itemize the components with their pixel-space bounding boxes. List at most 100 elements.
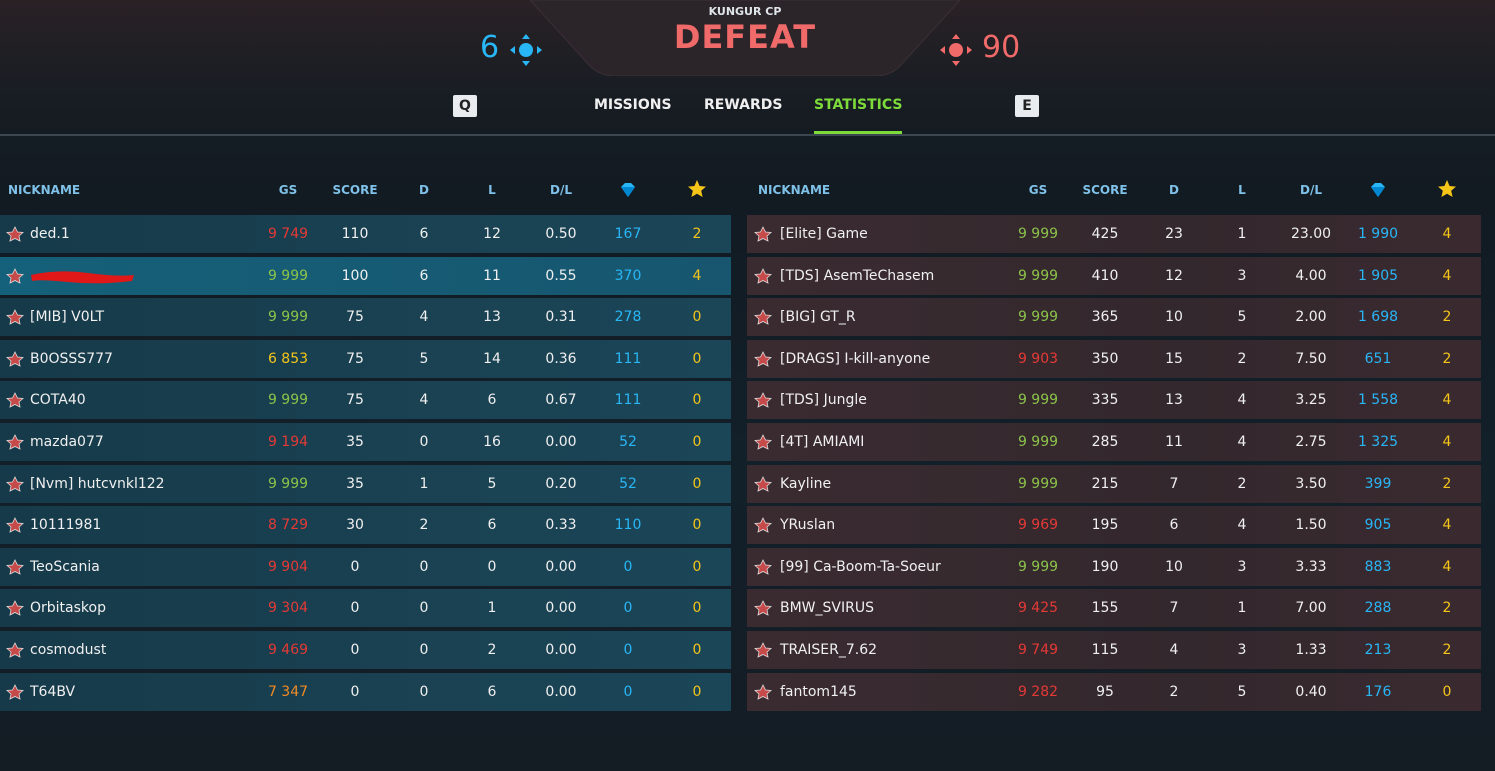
d-l-ratio: 4.00 (1295, 267, 1327, 284)
player-row[interactable] (0, 631, 731, 669)
stars: 0 (692, 683, 702, 700)
prev-tab-key[interactable]: Q (453, 95, 477, 117)
rank-icon (5, 392, 25, 412)
player-row[interactable] (747, 215, 1481, 253)
tab[interactable]: REWARDS (704, 97, 783, 113)
d-l-ratio: 0.00 (545, 558, 577, 575)
rank-icon (753, 434, 773, 454)
player-row[interactable] (747, 589, 1481, 628)
nickname: Orbitaskop (30, 600, 106, 617)
player-row[interactable] (747, 423, 1481, 461)
player-row[interactable] (0, 672, 731, 711)
stars: 4 (1442, 517, 1452, 534)
crystals: 651 (1364, 350, 1392, 367)
d-l-ratio: 0.20 (545, 475, 577, 492)
crystals: 176 (1364, 683, 1392, 700)
player-row[interactable] (747, 631, 1481, 669)
crystals: 0 (623, 642, 633, 658)
player-row[interactable] (747, 298, 1481, 337)
tab-underline (814, 131, 902, 134)
lost: 4 (1237, 392, 1247, 409)
player-row[interactable] (0, 589, 731, 628)
gear-score: 9 999 (1017, 392, 1059, 409)
nickname: [99] Ca-Boom-Ta-Soeur (780, 558, 941, 575)
column-header: GS (1028, 183, 1048, 197)
lost: 3 (1237, 558, 1247, 575)
player-row[interactable] (0, 298, 731, 337)
gear-score: 9 999 (1017, 267, 1059, 284)
d-l-ratio: 3.25 (1295, 392, 1327, 409)
destroyed: 6 (419, 267, 429, 284)
lost: 1 (487, 600, 497, 617)
d-l-ratio: 3.33 (1295, 558, 1327, 575)
player-row[interactable] (0, 423, 731, 461)
rank-icon (5, 309, 25, 329)
player-row[interactable] (0, 464, 731, 503)
crystals: 52 (619, 434, 637, 450)
score: 335 (1091, 392, 1119, 409)
destroyed: 4 (419, 392, 429, 409)
score: 410 (1091, 267, 1119, 284)
lost: 2 (1237, 475, 1247, 492)
column-header: SCORE (332, 183, 378, 197)
player-row[interactable] (747, 381, 1481, 420)
lost: 12 (483, 226, 501, 242)
lost: 6 (487, 683, 497, 700)
next-tab-key[interactable]: E (1015, 95, 1039, 117)
player-row[interactable] (0, 547, 731, 586)
nickname: B0OSSS777 (30, 350, 113, 367)
player-row[interactable] (0, 506, 731, 545)
player-row[interactable] (747, 339, 1481, 378)
stars: 0 (1442, 683, 1452, 700)
d-l-ratio: 7.50 (1295, 350, 1327, 367)
gear-score: 9 425 (1017, 600, 1059, 617)
score: 30 (346, 517, 364, 534)
nickname: cosmodust (30, 642, 107, 658)
crystals: 1 990 (1357, 226, 1399, 242)
player-row[interactable] (747, 506, 1481, 545)
crystals: 905 (1364, 517, 1392, 534)
stars: 2 (1442, 600, 1452, 617)
gear-score: 9 999 (267, 309, 309, 326)
rank-icon (753, 350, 773, 371)
destroyed: 11 (1165, 434, 1183, 450)
d-l-ratio: 0.31 (545, 309, 577, 326)
player-row[interactable] (0, 381, 731, 420)
d-l-ratio: 1.33 (1295, 642, 1327, 658)
column-header: GS (278, 183, 298, 197)
nickname: TeoScania (30, 558, 100, 575)
score: 75 (346, 309, 364, 326)
map-name: KUNGUR CP (708, 5, 782, 18)
destroyed: 0 (419, 558, 429, 575)
lost: 11 (483, 267, 501, 284)
lost: 13 (483, 309, 501, 326)
tab[interactable]: MISSIONS (594, 97, 672, 113)
score: 75 (346, 392, 364, 409)
player-row[interactable] (0, 339, 731, 378)
destroyed: 7 (1169, 475, 1179, 492)
destroyed: 23 (1165, 226, 1183, 242)
player-row[interactable] (747, 672, 1481, 711)
player-row[interactable] (747, 464, 1481, 503)
crystals-header-icon (1369, 182, 1387, 202)
stars: 2 (1442, 642, 1452, 658)
nickname: [Elite] Game (780, 226, 868, 242)
d-l-ratio: 0.33 (545, 517, 577, 534)
stars: 4 (1442, 558, 1452, 575)
destroyed: 6 (419, 226, 429, 242)
player-row[interactable] (0, 215, 731, 253)
crystals: 278 (614, 309, 642, 326)
tab[interactable]: STATISTICS (814, 97, 903, 113)
nickname: fantom145 (780, 683, 857, 700)
player-row[interactable] (747, 547, 1481, 586)
gear-score: 9 904 (267, 558, 309, 575)
score: 195 (1091, 517, 1119, 534)
lost: 4 (1237, 434, 1247, 450)
score: 285 (1091, 434, 1119, 450)
destroyed: 6 (1169, 517, 1179, 534)
score: 0 (350, 600, 360, 617)
player-row[interactable] (747, 256, 1481, 295)
gear-score: 9 999 (1017, 309, 1059, 326)
destroyed: 5 (419, 350, 429, 367)
destroyed: 4 (1169, 642, 1179, 658)
